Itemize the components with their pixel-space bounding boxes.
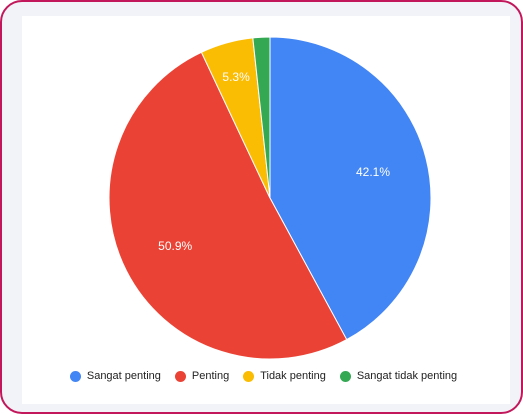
legend-dot-icon: [339, 370, 351, 382]
pie-slice-sangat-tidak-penting: [252, 36, 271, 199]
pie-label-sangat-penting: 42.1%: [356, 165, 390, 179]
pie-label-penting: 50.9%: [158, 239, 192, 253]
pie-slice-sangat-penting: [269, 36, 432, 341]
chart-legend: Sangat penting Penting Tidak penting Sangat…: [2, 370, 521, 382]
legend-label: Tidak penting: [260, 370, 326, 382]
legend-item-penting: Penting: [174, 370, 230, 382]
legend-dot-icon: [69, 370, 81, 382]
legend-label: Sangat penting: [86, 370, 161, 382]
pie-slice-penting: [108, 51, 348, 360]
pie-label-tidak-penting: 5.3%: [222, 70, 250, 84]
pie-slices: [108, 36, 432, 360]
legend-dot-icon: [243, 370, 255, 382]
pie-slice-labels: 42.1% 50.9% 5.3%: [158, 70, 390, 253]
legend-item-tidak-penting: Tidak penting: [243, 370, 326, 382]
legend-dot-icon: [174, 370, 186, 382]
legend-label: Sangat tidak penting: [356, 370, 458, 382]
legend-label: Penting: [191, 370, 230, 382]
legend-item-sangat-tidak-penting: Sangat tidak penting: [339, 370, 458, 382]
legend-item-sangat-penting: Sangat penting: [69, 370, 161, 382]
